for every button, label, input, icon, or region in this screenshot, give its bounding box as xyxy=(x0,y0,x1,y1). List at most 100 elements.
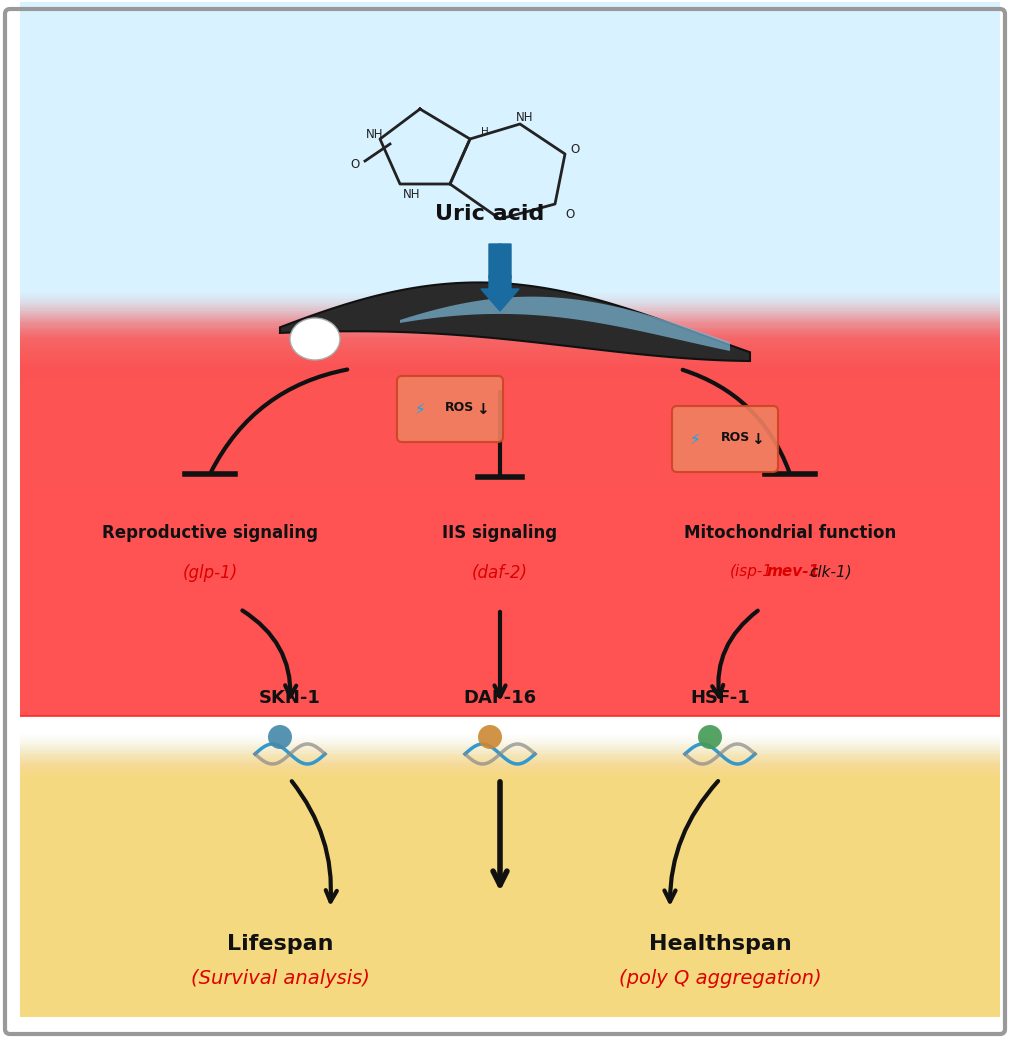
Bar xyxy=(20,652,999,717)
Bar xyxy=(20,700,999,1015)
Bar xyxy=(20,526,999,716)
Bar xyxy=(20,176,999,485)
Bar xyxy=(20,691,999,717)
Bar xyxy=(20,781,999,1016)
Bar xyxy=(20,117,999,485)
Bar xyxy=(20,709,999,717)
Bar xyxy=(20,637,999,717)
Bar xyxy=(20,704,999,717)
Bar xyxy=(20,233,999,485)
Bar xyxy=(20,947,999,1017)
Bar xyxy=(20,701,999,717)
Bar xyxy=(20,732,999,1016)
Bar xyxy=(20,648,999,717)
Bar xyxy=(20,958,999,1017)
Text: DAF-16: DAF-16 xyxy=(463,689,536,707)
Bar xyxy=(20,821,999,1016)
Bar xyxy=(20,464,999,486)
Bar xyxy=(20,354,999,486)
Bar xyxy=(20,970,999,1017)
Bar xyxy=(20,913,999,1017)
Bar xyxy=(20,992,999,1017)
Bar xyxy=(20,222,999,485)
Bar xyxy=(20,801,999,1016)
Bar xyxy=(20,208,999,485)
Bar xyxy=(20,313,999,715)
Bar xyxy=(20,36,999,484)
Bar xyxy=(20,1017,999,1019)
Bar xyxy=(20,385,999,715)
Bar xyxy=(20,25,999,484)
Bar xyxy=(20,818,999,1016)
Bar xyxy=(20,282,999,485)
Bar xyxy=(20,452,999,716)
Bar xyxy=(20,690,999,1015)
Bar xyxy=(20,783,999,1016)
Bar xyxy=(20,5,999,484)
Bar xyxy=(20,510,999,716)
Bar xyxy=(20,668,999,1015)
Bar xyxy=(20,667,999,717)
Bar xyxy=(20,403,999,486)
Bar xyxy=(20,508,999,716)
Bar xyxy=(20,247,999,485)
Bar xyxy=(20,341,999,715)
Bar xyxy=(20,663,999,717)
Bar xyxy=(20,414,999,486)
Text: (Survival analysis): (Survival analysis) xyxy=(191,969,369,988)
Bar xyxy=(20,442,999,716)
Bar xyxy=(20,627,999,716)
Bar xyxy=(20,362,999,486)
Bar xyxy=(20,929,999,1017)
Bar xyxy=(20,868,999,1016)
Bar xyxy=(20,685,999,717)
Bar xyxy=(20,796,999,1016)
Bar xyxy=(20,725,999,1016)
Bar xyxy=(20,934,999,1017)
Bar xyxy=(20,347,999,715)
Bar xyxy=(20,459,999,716)
Bar xyxy=(20,707,999,717)
Bar xyxy=(20,309,999,715)
Bar xyxy=(20,639,999,717)
Bar xyxy=(20,676,999,717)
Bar xyxy=(20,927,999,1017)
Bar xyxy=(20,461,999,716)
Bar xyxy=(20,686,999,1015)
Bar xyxy=(20,902,999,1016)
Bar xyxy=(20,337,999,715)
Bar xyxy=(20,592,999,716)
Bar xyxy=(20,210,999,485)
Bar xyxy=(20,857,999,1016)
Bar xyxy=(20,655,999,717)
Bar xyxy=(20,367,999,715)
Bar xyxy=(20,76,999,484)
Bar xyxy=(20,85,999,484)
Bar xyxy=(20,325,999,715)
Bar xyxy=(20,512,999,716)
Bar xyxy=(20,418,999,486)
Bar xyxy=(20,355,999,715)
Bar xyxy=(20,166,999,485)
Bar xyxy=(20,859,999,1016)
Bar xyxy=(20,274,999,485)
Bar xyxy=(20,1008,999,1017)
Bar xyxy=(20,144,999,485)
Bar xyxy=(20,193,999,485)
Bar xyxy=(20,965,999,1017)
Bar xyxy=(20,127,999,485)
Bar xyxy=(20,522,999,716)
Bar xyxy=(20,342,999,486)
Bar xyxy=(20,1001,999,1017)
Bar xyxy=(20,708,999,1016)
Bar xyxy=(20,98,999,484)
Bar xyxy=(20,855,999,1016)
Bar xyxy=(20,978,999,1017)
Bar xyxy=(20,88,999,484)
Bar xyxy=(20,237,999,485)
Bar xyxy=(20,528,999,716)
Bar xyxy=(20,371,999,715)
Bar xyxy=(20,744,999,1016)
Bar xyxy=(20,943,999,1017)
Bar xyxy=(20,203,999,485)
